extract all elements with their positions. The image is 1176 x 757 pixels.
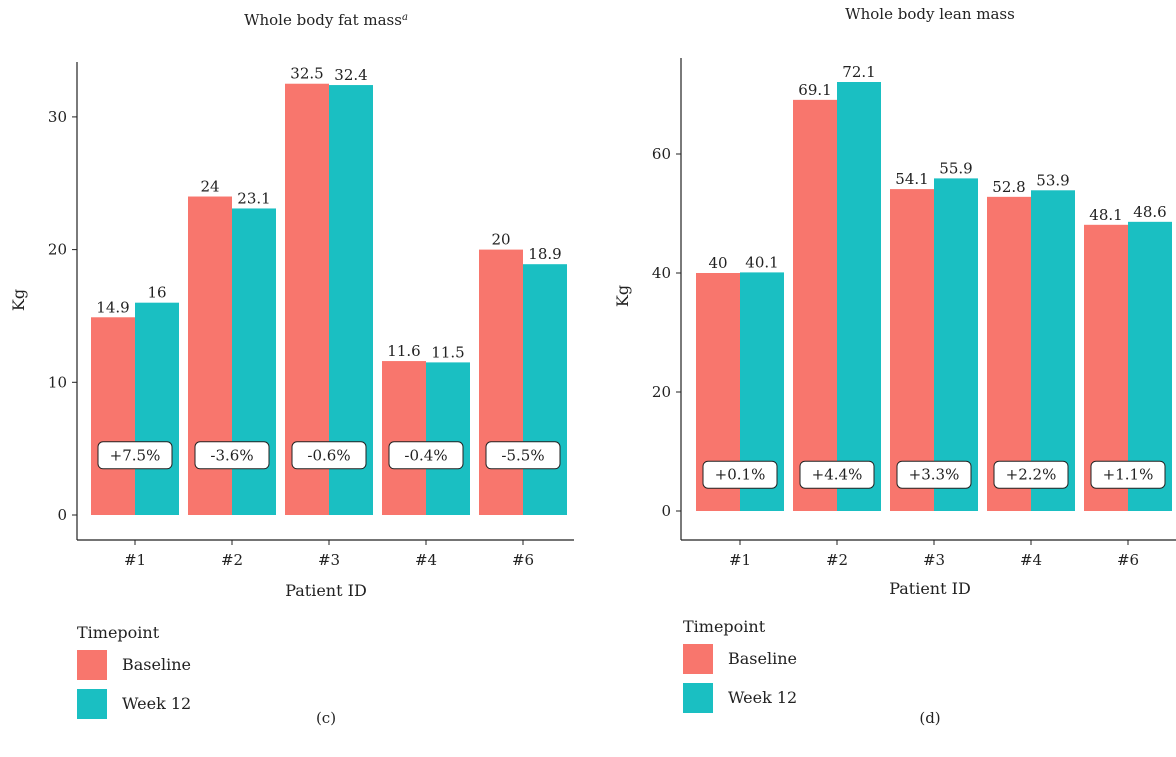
bar-week12: [523, 264, 567, 515]
x-tick-label: #2: [826, 551, 848, 569]
panel-lean-mass: Whole body lean mass 0 20 40 60 40 40.1 +0.1% #1…: [613, 5, 1176, 727]
x-tick-label: #4: [415, 551, 437, 569]
data-label-baseline: 54.1: [895, 170, 928, 188]
data-label-baseline: 20: [491, 231, 510, 249]
change-label: +7.5%: [110, 446, 161, 464]
y-tick-label: 30: [48, 108, 67, 126]
data-label-baseline: 48.1: [1089, 206, 1122, 224]
x-tick-label: #6: [1117, 551, 1139, 569]
change-label: -0.4%: [404, 446, 447, 464]
data-label-baseline: 52.8: [992, 178, 1025, 196]
x-tick-label: #1: [729, 551, 751, 569]
y-tick-label: 10: [48, 373, 67, 391]
change-label-box: [702, 460, 778, 489]
change-label: +2.2%: [1006, 466, 1057, 484]
change-label: -0.6%: [307, 446, 350, 464]
y-tick-label: 20: [652, 383, 671, 401]
data-label-week12: 23.1: [237, 189, 270, 207]
x-tick-label: #3: [318, 551, 340, 569]
legend-label: Baseline: [122, 655, 191, 674]
bar-week12: [1031, 190, 1075, 512]
y-tick-label: 20: [48, 241, 67, 259]
x-axis-label: Patient ID: [889, 579, 971, 598]
x-tick-label: #2: [221, 551, 243, 569]
data-label-week12: 32.4: [334, 66, 367, 84]
legend-swatch-baseline: [683, 644, 713, 674]
bar-baseline: [382, 361, 426, 515]
data-label-week12: 55.9: [939, 159, 972, 177]
legend-title: Timepoint: [77, 623, 160, 642]
y-axis-label: Kg: [613, 285, 632, 307]
data-label-week12: 40.1: [745, 253, 778, 271]
y-tick-label: 40: [652, 264, 671, 282]
bar-week12: [426, 362, 470, 515]
x-tick-label: #3: [923, 551, 945, 569]
data-label-baseline: 14.9: [96, 298, 129, 316]
x-tick-label: #1: [124, 551, 146, 569]
y-tick-label: 0: [661, 502, 671, 520]
y-tick-label: 60: [652, 145, 671, 163]
x-tick-label: #4: [1020, 551, 1042, 569]
change-label-box: [896, 460, 972, 489]
change-label-box: [194, 441, 270, 470]
y-axis-label: Kg: [9, 289, 28, 311]
legend-label: Baseline: [728, 649, 797, 668]
bar-baseline: [890, 189, 934, 512]
x-tick-label: #6: [512, 551, 534, 569]
change-label-box: [799, 460, 875, 489]
legend: Timepoint Baseline Week 12: [77, 623, 191, 719]
data-label-week12: 48.6: [1133, 203, 1166, 221]
data-label-baseline: 11.6: [387, 342, 420, 360]
bar-baseline: [479, 249, 523, 515]
panel-label: (c): [316, 709, 336, 727]
bar-baseline: [987, 196, 1031, 511]
change-label: +4.4%: [812, 466, 863, 484]
chart-title: Whole body lean mass: [845, 5, 1015, 23]
bar-week12: [934, 178, 978, 511]
data-label-week12: 11.5: [431, 343, 464, 361]
y-tick-label: 0: [57, 506, 67, 524]
change-label: +0.1%: [715, 466, 766, 484]
data-label-baseline: 24: [200, 178, 219, 196]
data-label-baseline: 69.1: [798, 81, 831, 99]
data-label-week12: 16: [147, 284, 166, 302]
data-label-baseline: 40: [708, 254, 727, 272]
bar-week12: [837, 82, 881, 511]
bar-baseline: [91, 317, 135, 515]
change-label: -5.5%: [501, 446, 544, 464]
data-label-week12: 53.9: [1036, 171, 1069, 189]
legend-swatch-week12: [683, 683, 713, 713]
x-axis-label: Patient ID: [285, 581, 367, 600]
data-label-baseline: 32.5: [290, 65, 323, 83]
bar-baseline: [793, 99, 837, 511]
bar-week12: [135, 302, 179, 515]
change-label-box: [388, 441, 464, 470]
legend-swatch-week12: [77, 689, 107, 719]
data-label-week12: 18.9: [528, 245, 561, 263]
chart-title: Whole body fat massa: [244, 11, 408, 29]
change-label-box: [1090, 460, 1166, 489]
change-label-box: [993, 460, 1069, 489]
legend-label: Week 12: [122, 694, 191, 713]
panel-fat-mass: Whole body fat massa 0 10 20 30 14.9 16 +7.5% #1…: [9, 11, 574, 727]
change-label-box: [291, 441, 367, 470]
change-label: +3.3%: [909, 466, 960, 484]
change-label-box: [485, 441, 561, 470]
legend-swatch-baseline: [77, 650, 107, 680]
data-label-week12: 72.1: [842, 63, 875, 81]
legend-label: Week 12: [728, 688, 797, 707]
legend-title: Timepoint: [683, 617, 766, 636]
change-label-box: [97, 441, 173, 470]
legend: Timepoint Baseline Week 12: [683, 617, 797, 713]
change-label: -3.6%: [210, 446, 253, 464]
change-label: +1.1%: [1103, 466, 1154, 484]
panel-label: (d): [919, 709, 940, 727]
